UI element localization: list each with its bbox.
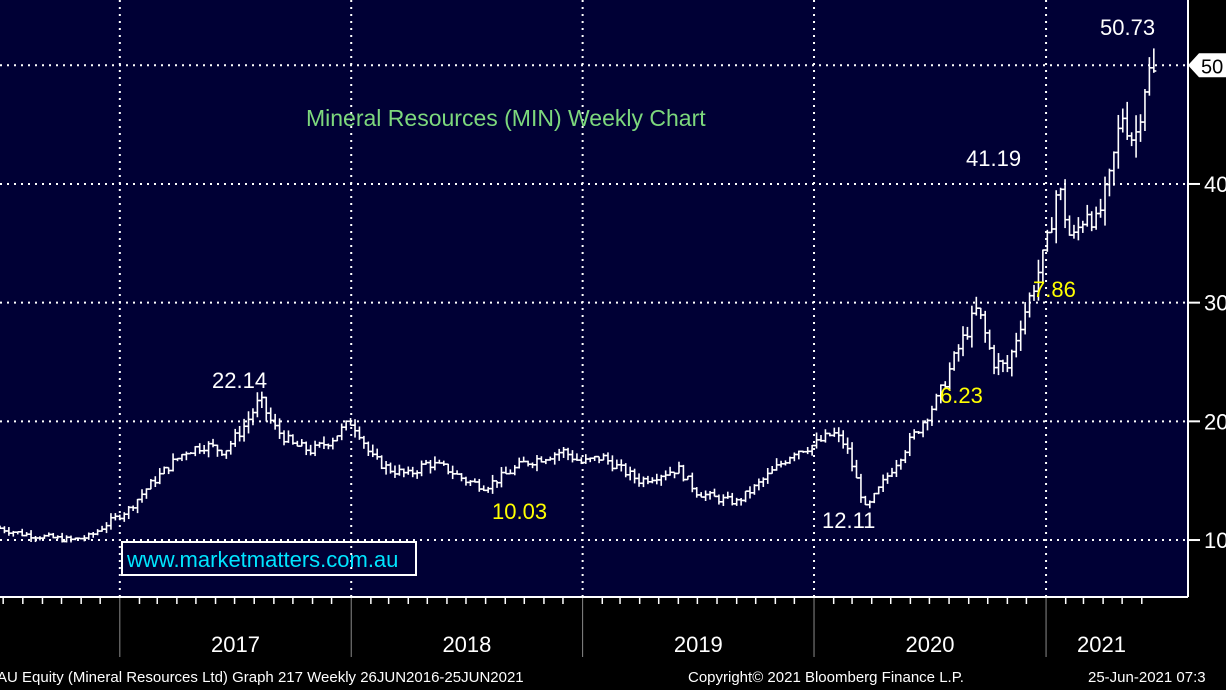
y-tick-label: 10 [1204,528,1226,553]
footer-left: AU Equity (Mineral Resources Ltd) Graph … [0,669,524,686]
annotation-50-73: 50.73 [1100,15,1155,40]
y-axis-band [1188,0,1226,597]
ohlc-bar [1151,48,1157,73]
grid [0,0,1188,597]
footer-right: 25-Jun-2021 07:3 [1088,669,1206,686]
annotation-22-14: 22.14 [212,368,267,393]
y-tick-label: 20 [1204,409,1226,434]
x-tick-label: 2020 [906,632,955,657]
ohlc-bar [77,537,83,540]
annotation-10-03: 10.03 [492,499,547,524]
annotation-12-11: 12.11 [822,508,875,533]
x-tick-label: 2019 [674,632,723,657]
x-tick-label: 2017 [211,632,260,657]
x-axis-band [0,597,1226,659]
last-price-label: 50 [1201,56,1223,78]
annotation-6-23: 6.23 [940,383,983,408]
footer-band [0,659,1226,690]
x-tick-label: 2018 [442,632,491,657]
annotation-7-86: 7.86 [1033,277,1076,302]
x-tick-label: 2021 [1077,632,1126,657]
annotation-41-19: 41.19 [966,146,1021,171]
plot-area [0,0,1188,597]
price-series [0,48,1157,543]
y-tick-label: 40 [1204,172,1226,197]
y-tick-label: 30 [1204,291,1226,316]
website-box[interactable]: www.marketmatters.com.au [121,541,417,576]
website-link[interactable]: www.marketmatters.com.au [126,547,398,572]
footer-center: Copyright© 2021 Bloomberg Finance L.P. [688,669,964,686]
axes: 10 20 30 40 50 2017 2018 2019 2020 2021 [2,53,1226,657]
last-price-tag: 50 [1188,53,1226,78]
chart-title: Mineral Resources (MIN) Weekly Chart [306,105,706,131]
